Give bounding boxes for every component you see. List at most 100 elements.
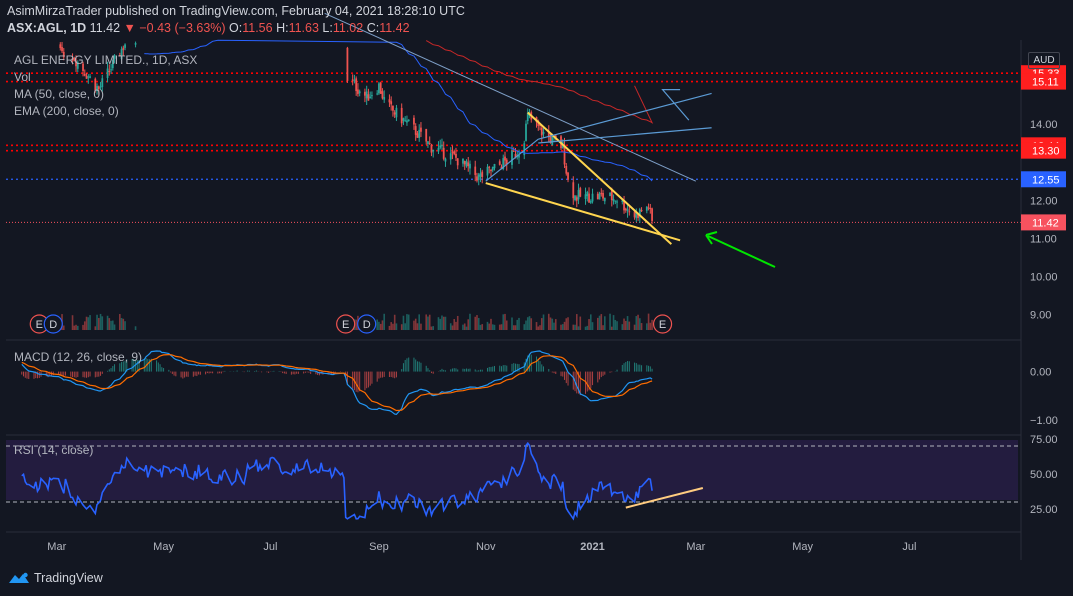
volume-bar [512,325,515,330]
volume-bar [393,314,396,330]
candle-body [651,208,653,222]
volume-bar [134,326,137,330]
tradingview-logo[interactable]: TradingView [8,571,103,585]
rsi-tick-label: 25.00 [1030,504,1058,516]
volume-bar [395,323,398,330]
legend-ema[interactable]: EMA (200, close, 0) [14,104,119,118]
candle-body [400,107,403,124]
volume-bar [400,324,403,330]
volume-bars [59,313,653,330]
volume-bar [623,318,625,330]
candle-body [477,174,480,180]
candle-body [94,78,97,91]
volume-bar [572,324,575,330]
volume-bar [71,315,74,330]
candle-body [439,145,442,148]
volume-bar [625,320,627,330]
candle-body [75,60,77,67]
candle-body [549,136,552,143]
legend-ma[interactable]: MA (50, close, 0) [14,87,105,101]
candle-body [598,193,601,200]
volume-bar [649,322,652,330]
candle-body [351,79,354,81]
volume-bar [574,324,576,330]
event-marker-e-icon [652,314,673,334]
candle-body [626,209,629,211]
candle-body [572,182,575,199]
candle-body [89,76,91,78]
candle-body [481,171,484,178]
candle-body [353,80,356,82]
drawings [324,12,776,268]
candle-body [430,144,433,153]
candle-body [407,119,410,122]
candle-body [540,127,543,136]
candle-body [381,91,384,99]
candle-body [563,144,566,165]
volume-bar [477,317,480,330]
candle-body [124,44,126,48]
macd-signal-line [21,353,653,412]
candle-body [498,161,501,165]
low-value: 11.02 [332,21,364,35]
volume-bar [526,317,529,330]
legend-volume[interactable]: Vol [14,70,31,84]
volume-bar [626,316,629,330]
volume-bar [491,324,494,330]
legend-symbol-name[interactable]: AGL ENERGY LIMITED., 1D, ASX [14,53,198,67]
volume-bar [575,314,578,330]
candle-body [526,112,529,122]
volume-bar [89,315,91,330]
candle-body [455,153,457,158]
volume-bar [549,317,552,330]
price-level-tag-label: 11.42 [1032,217,1059,229]
candle-body [490,170,492,172]
candle-body [364,91,366,96]
candle-body [635,212,638,219]
volume-bar [101,316,104,330]
event-marker-label: D [49,319,57,331]
candle-body [85,75,88,79]
candle-body [414,126,417,135]
candle-body [87,76,90,78]
candle-body [59,44,62,49]
volume-bar [456,315,459,330]
candle-body [616,201,618,203]
rsi-tick-label: 50.00 [1030,469,1058,481]
candle-body [355,78,358,92]
volume-bar [584,326,587,330]
currency-button[interactable]: AUD [1028,52,1060,69]
volume-bar [108,318,111,330]
candle-body [575,197,578,201]
candle-body [406,120,408,123]
candle-body [600,192,603,195]
volume-bar [94,326,97,330]
candle-body [395,107,398,118]
volume-bar [381,320,384,330]
volume-bar [432,326,435,330]
legend-rsi[interactable]: RSI (14, close) [14,443,94,457]
macd-tick-label: −1.00 [1030,415,1058,427]
candle-body [120,49,123,60]
legend-macd[interactable]: MACD (12, 26, close, 9) [14,350,143,364]
candle-body [512,150,515,152]
volume-bar [554,319,557,330]
volume-bar [465,326,468,330]
volume-bar [553,322,555,330]
open-value: 11.56 [242,21,273,35]
volume-bar [383,313,385,330]
volume-bar [407,314,410,330]
volume-bar [437,317,440,330]
volume-bar [420,323,422,330]
volume-bar [439,318,442,330]
volume-bar [474,316,477,330]
time-tick-label: Jul [902,541,916,553]
candle-body [97,86,100,90]
candle-body [463,160,466,165]
volume-bar [603,316,606,330]
candle-body [108,70,111,72]
candle-body [106,68,109,78]
volume-bar [463,323,466,330]
